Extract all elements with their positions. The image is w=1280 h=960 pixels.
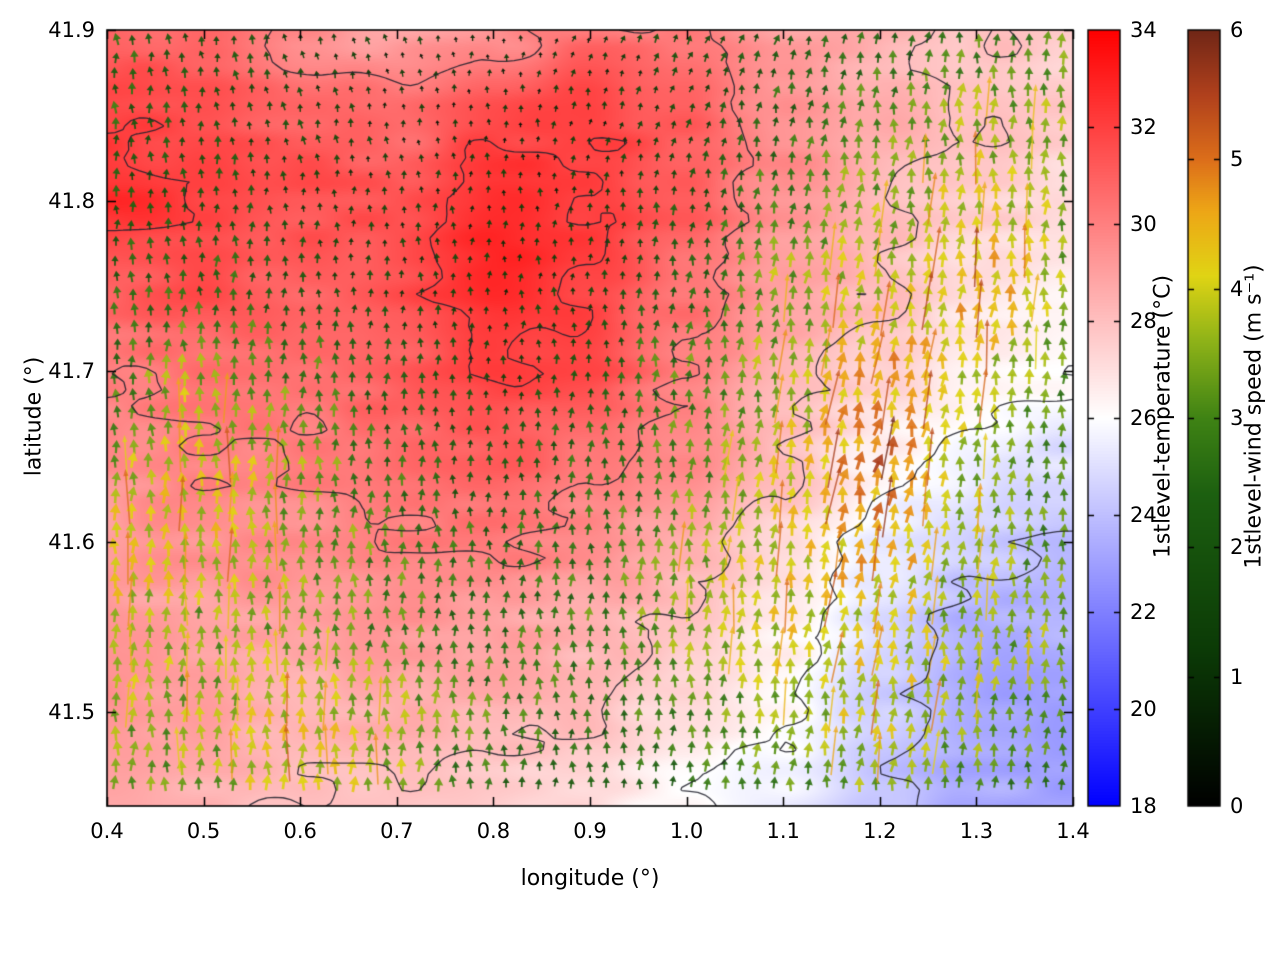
y-axis-label: latitude (°) [21,356,47,477]
wind-colorbar-label: 1stlevel-wind speed (m s⁻¹) [1241,264,1267,569]
x-axis-label: longitude (°) [520,866,660,891]
temp-colorbar-label: 1stlevel-temperature (°C) [1150,274,1176,559]
